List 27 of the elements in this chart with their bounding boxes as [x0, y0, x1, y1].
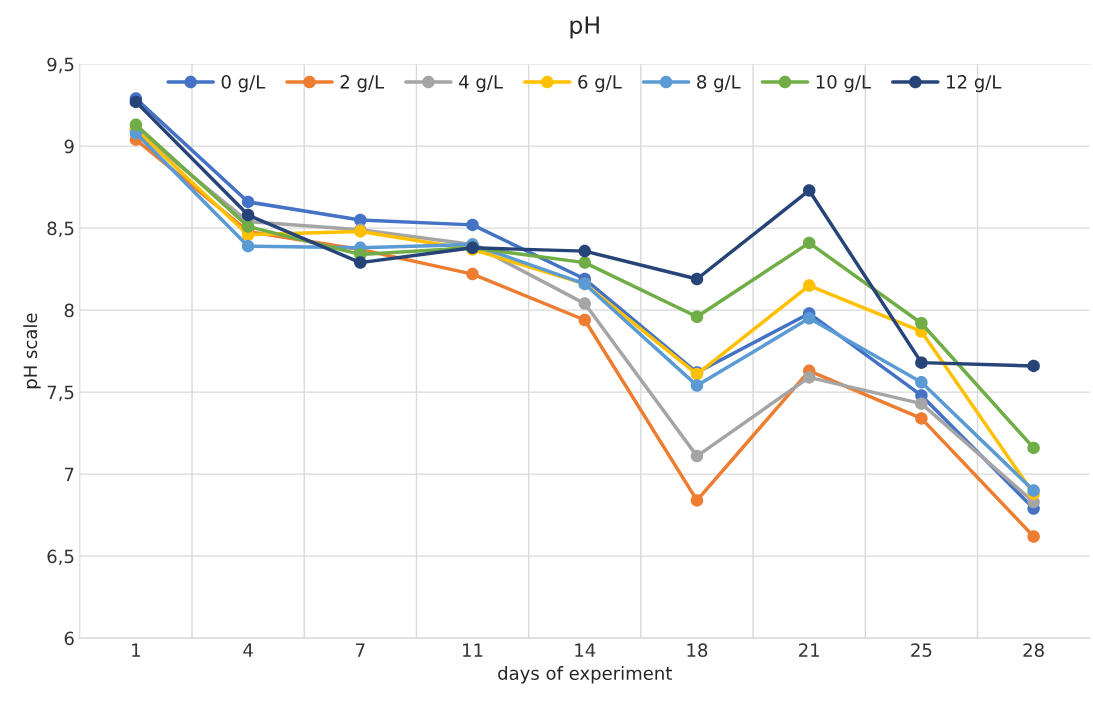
x-tick-label: 21 [799, 643, 819, 657]
y-tick-label: 9,5 [47, 57, 74, 74]
y-tick-label: 8,5 [47, 221, 74, 238]
y-tick-label: 7,5 [47, 385, 74, 402]
legend-label: 12 g/L [947, 75, 1002, 93]
y-axis-title: pH scale [23, 313, 41, 389]
x-tick-label: 25 [911, 643, 932, 657]
legend-label: 6 g/L [578, 75, 622, 93]
x-tick-label: 7 [356, 643, 365, 657]
legend-label: 10 g/L [816, 75, 871, 93]
legend-label: 4 g/L [459, 75, 503, 93]
y-tick-label: 6,5 [47, 549, 74, 566]
x-tick-label: 28 [1023, 643, 1044, 657]
y-tick-label: 6 [64, 631, 74, 646]
chart-title: pH [570, 16, 599, 39]
y-tick-label: 8 [64, 303, 74, 318]
x-tick-label: 4 [243, 643, 253, 657]
y-tick-label: 9 [64, 139, 74, 154]
y-tick-label: 7 [64, 467, 74, 481]
x-axis-title: days of experiment [498, 666, 672, 684]
legend-label: 0 g/L [221, 75, 266, 93]
legend-label: 2 g/L [340, 75, 385, 93]
legend-label: 8 g/L [697, 75, 741, 93]
x-tick-label: 18 [687, 643, 708, 657]
x-tick-label: 1 [132, 643, 140, 657]
x-tick-label: 14 [575, 643, 596, 657]
x-tick-label: 11 [463, 643, 483, 657]
